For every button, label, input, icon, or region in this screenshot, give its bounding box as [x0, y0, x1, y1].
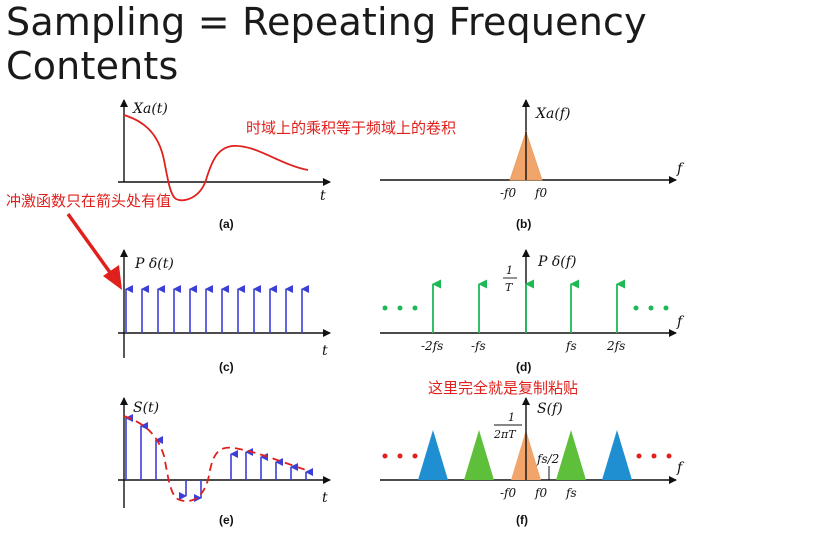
e-caption: (e): [219, 513, 234, 527]
b-ylabel: Xa(f): [535, 106, 570, 122]
f-tick-neg-f0: -f0: [500, 486, 516, 500]
e-envelope-dashed: [123, 415, 307, 502]
note-copy-paste: 这里完全就是复制粘贴: [428, 379, 578, 397]
e-xlabel: t: [322, 490, 328, 506]
d-caption: (d): [516, 360, 531, 374]
f-dots-right: [636, 453, 672, 459]
note-impulse: 冲激函数只在箭头处有值: [6, 192, 171, 210]
a-signal-curve: [123, 114, 309, 202]
c-xlabel: t: [322, 343, 328, 359]
d-amp-den: T: [505, 281, 514, 294]
a-xlabel: t: [320, 188, 326, 204]
page-title: Sampling = Repeating Frequency Contents: [6, 0, 647, 88]
d-tick-neg2fs: -2fs: [421, 339, 443, 353]
f-tick-fs: fs: [565, 486, 577, 500]
impulse-callout-arrow: [66, 212, 122, 290]
c-ylabel: P δ(t): [134, 256, 174, 272]
b-tick-neg-f0: -f0: [500, 186, 516, 200]
f-caption: (f): [516, 513, 528, 527]
d-amp-num: 1: [506, 264, 513, 277]
d-ylabel: P δ(f): [537, 254, 576, 270]
f-half-label: fs/2: [536, 452, 559, 466]
panel-f: 1 2πT S(f) fs/2 f -f0 f0 fs (f): [380, 397, 685, 527]
b-tick-f0: f0: [534, 186, 547, 200]
a-ylabel: Xa(t): [132, 101, 168, 117]
d-xlabel: f: [676, 314, 685, 330]
panel-d: 1 T P δ(f) f -2fs -fs fs 2fs (d): [380, 249, 685, 374]
f-amp-den: 2πT: [493, 428, 517, 441]
f-spectrum-green-left: [464, 430, 494, 480]
f-tick-f0: f0: [534, 486, 547, 500]
e-sampled-impulses: [125, 414, 313, 502]
d-dots-left: [382, 305, 418, 311]
f-xlabel: f: [676, 460, 685, 476]
f-dots-left: [382, 453, 418, 459]
c-impulse-train: [125, 285, 309, 333]
note-time-freq: 时域上的乘积等于频域上的卷积: [246, 119, 456, 137]
panel-c: P δ(t) t (c): [118, 249, 331, 374]
d-tick-2fs: 2fs: [606, 339, 625, 353]
e-ylabel: S(t): [133, 400, 159, 416]
d-tick-fs: fs: [565, 339, 577, 353]
panel-a: Xa(t) t (a): [118, 99, 331, 231]
b-caption: (b): [516, 217, 531, 231]
a-caption: (a): [219, 217, 234, 231]
f-spectrum-blue-left: [418, 430, 448, 480]
f-ylabel: S(f): [537, 401, 563, 417]
c-caption: (c): [219, 360, 234, 374]
panel-b: Xa(f) f -f0 f0 (b): [380, 99, 685, 231]
f-amp-num: 1: [508, 411, 515, 424]
f-spectrum-green-right: [556, 430, 586, 480]
d-dots-right: [633, 305, 669, 311]
d-tick-negfs: -fs: [471, 339, 486, 353]
b-xlabel: f: [676, 161, 685, 177]
f-spectrum-blue-right: [602, 430, 632, 480]
panel-e: S(t) t (e): [118, 397, 331, 527]
